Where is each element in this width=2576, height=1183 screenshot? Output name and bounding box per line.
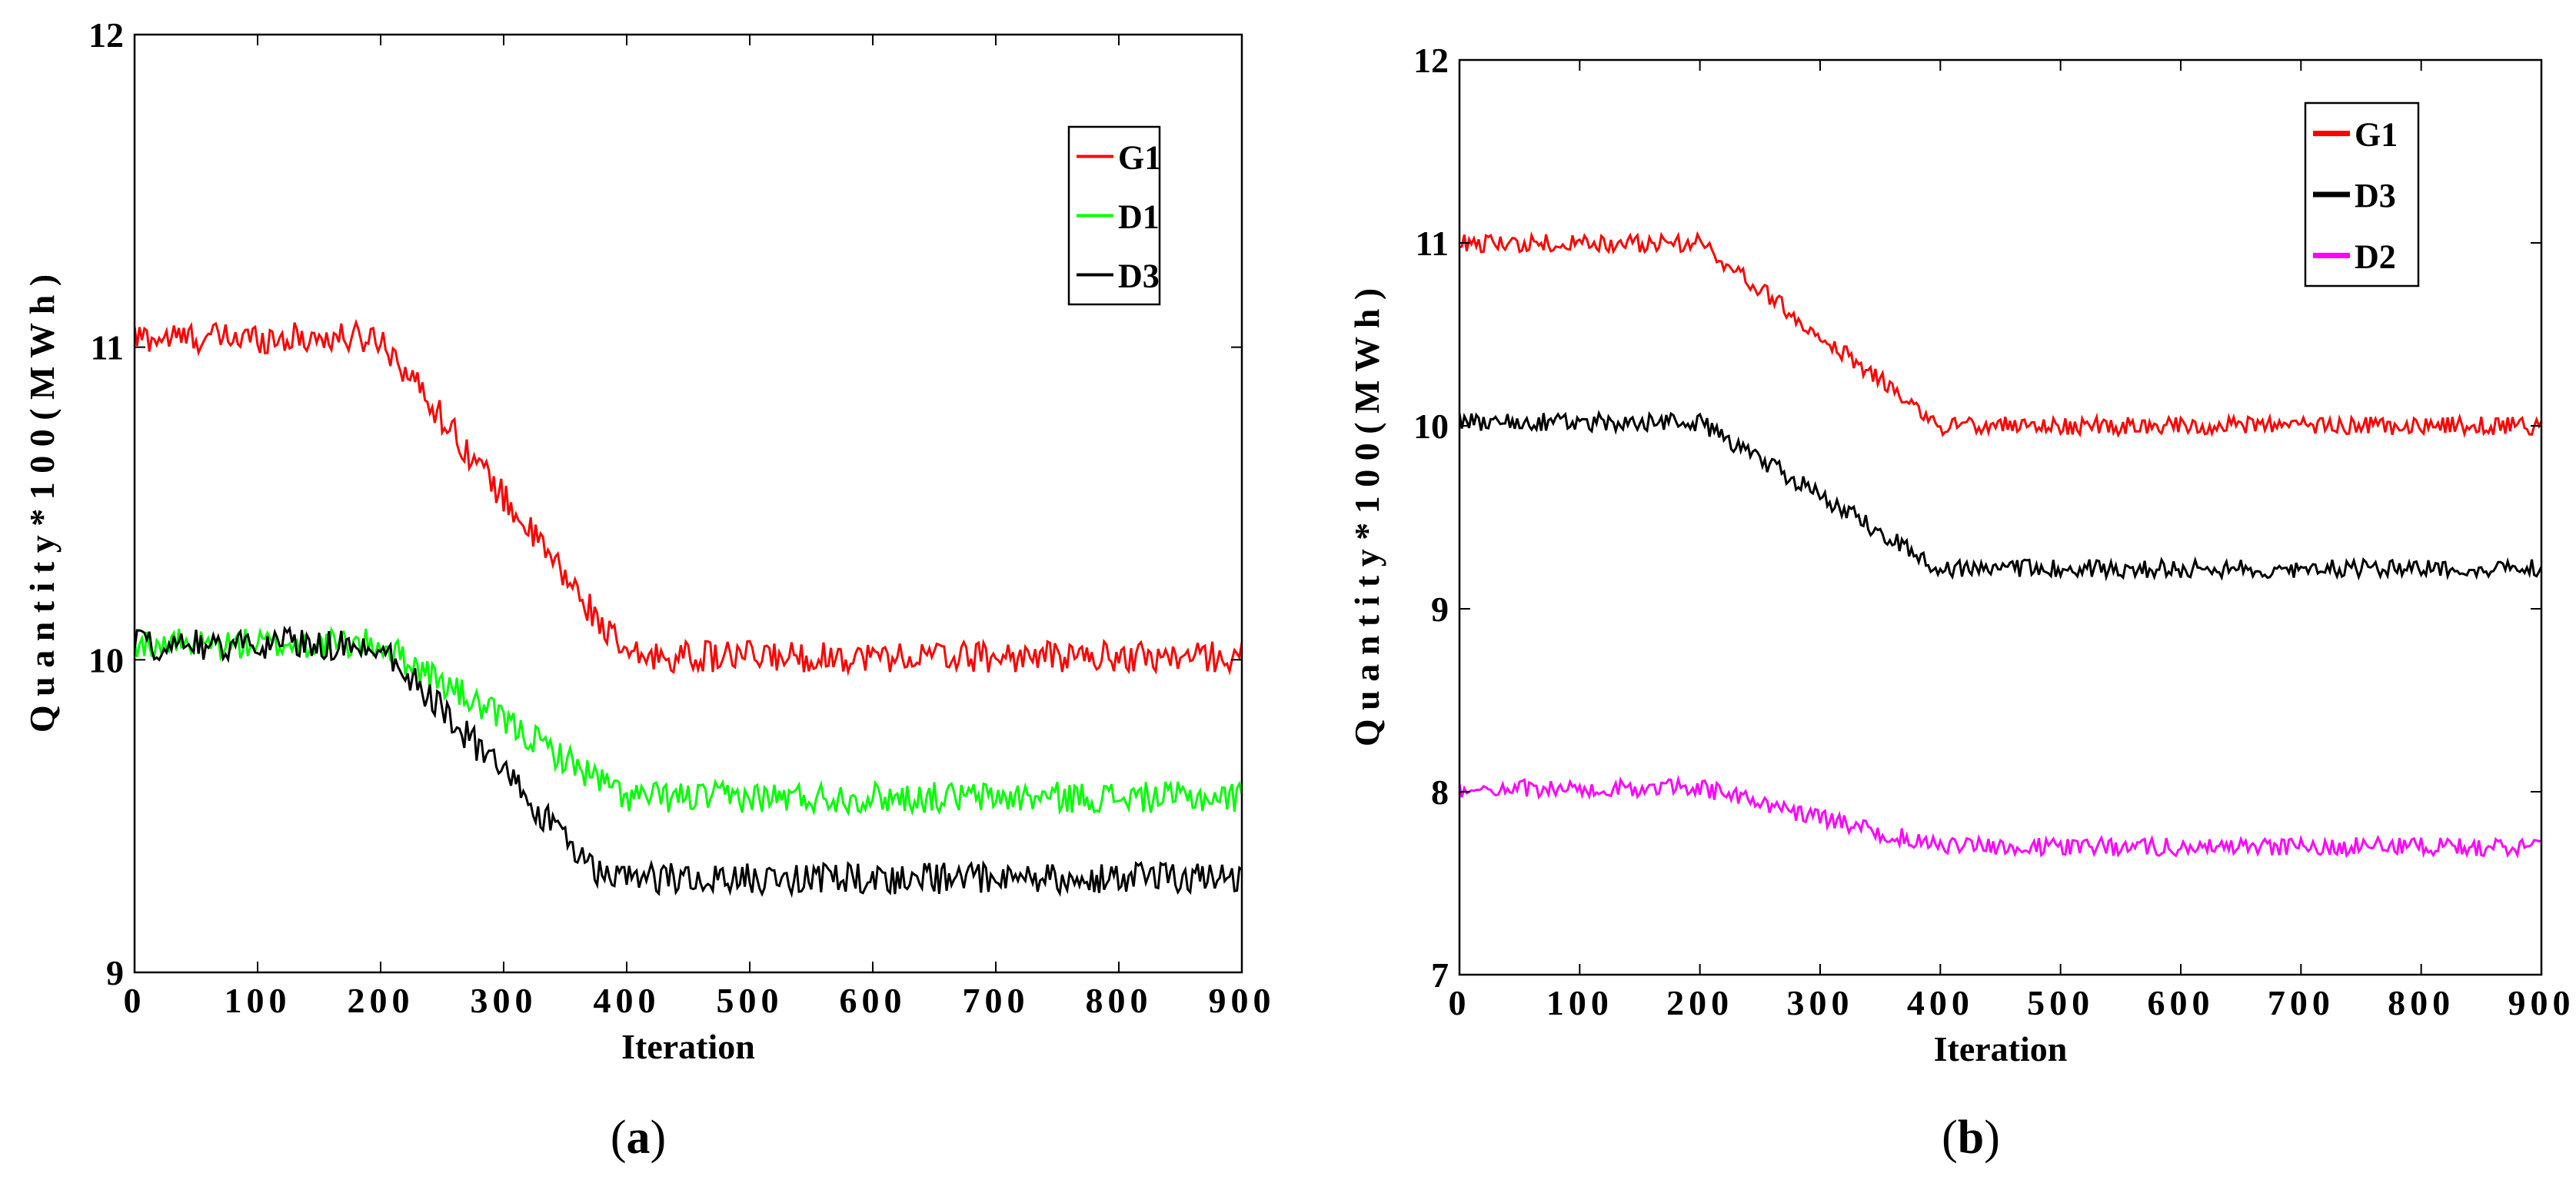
x-tick-label: 800 <box>2388 983 2455 1022</box>
legend-label-g1: G1 <box>1118 139 1161 177</box>
caption-open-paren: ( <box>1942 1112 1958 1164</box>
panel-caption: (a) <box>611 1112 666 1164</box>
x-tick-label: 800 <box>1086 981 1153 1020</box>
x-tick-label: 500 <box>2027 983 2094 1022</box>
x-tick-label: 400 <box>594 981 661 1020</box>
series-line-d1 <box>135 626 1242 817</box>
legend-label-g1: G1 <box>2355 116 2398 154</box>
y-tick-label: 8 <box>1431 773 1449 812</box>
caption-letter: a <box>627 1112 651 1164</box>
caption-close-paren: ) <box>1984 1112 2000 1164</box>
series-line-g1 <box>1459 231 2541 438</box>
x-tick-label: 900 <box>2508 983 2575 1022</box>
series-line-g1 <box>135 318 1242 676</box>
x-tick-label: 200 <box>348 981 414 1020</box>
caption-open-paren: ( <box>611 1112 627 1164</box>
y-axis-label: Q u a n t i t y * 1 0 0 ( M W h ) <box>22 274 62 733</box>
panel-caption: (b) <box>1942 1112 2000 1164</box>
y-tick-label: 12 <box>88 15 124 55</box>
x-tick-label: 600 <box>2148 983 2215 1022</box>
x-axis-label: Iteration <box>621 1027 755 1066</box>
x-tick-label: 100 <box>1546 983 1613 1022</box>
x-tick-label: 600 <box>840 981 907 1020</box>
legend: G1 D1 D3 <box>1067 125 1161 306</box>
chart-panel-b: 0 100 200 300 400 500 600 700 800 900 7 8 9 10 11 12 Ite… <box>1347 41 2575 1164</box>
y-tick-label: 10 <box>88 640 124 680</box>
legend-label-d3: D3 <box>2355 177 2396 214</box>
x-tick-label: 500 <box>717 981 784 1020</box>
y-tick-label: 9 <box>106 953 124 992</box>
x-tick-label: 700 <box>2268 983 2335 1022</box>
y-tick-label: 11 <box>1416 224 1449 263</box>
x-tick-label: 200 <box>1666 983 1733 1022</box>
y-axis-label: Q u a n t i t y * 1 0 0 ( M W h ) <box>1347 288 1386 746</box>
legend-label-d2: D2 <box>2355 238 2396 275</box>
caption-close-paren: ) <box>651 1112 667 1164</box>
caption-letter: b <box>1958 1112 1984 1164</box>
series-line-d3 <box>135 625 1242 899</box>
series-line-d2 <box>1459 774 2541 859</box>
x-tick-label: 700 <box>963 981 1030 1020</box>
x-tick-label: 400 <box>1907 983 1974 1022</box>
chart-panel-a: 0 100 200 300 400 500 600 700 800 900 9 10 11 12 Itera… <box>22 15 1276 1164</box>
y-tick-label: 7 <box>1431 955 1449 995</box>
y-tick-label: 9 <box>1431 590 1449 629</box>
legend-label-d3: D3 <box>1118 258 1160 295</box>
x-tick-label: 300 <box>471 981 537 1020</box>
x-tick-label: 300 <box>1787 983 1854 1022</box>
x-axis-label: Iteration <box>1934 1029 2068 1068</box>
plot-frame <box>1458 58 2543 976</box>
x-tick-label: 100 <box>225 981 291 1020</box>
y-tick-label: 12 <box>1413 41 1449 80</box>
series-line-d3 <box>1459 410 2541 582</box>
y-tick-label: 11 <box>91 328 124 367</box>
x-tick-label: 0 <box>1449 983 1471 1022</box>
y-tick-label: 10 <box>1413 407 1449 446</box>
x-tick-label: 0 <box>124 981 146 1020</box>
x-tick-label: 900 <box>1209 981 1276 1020</box>
legend-label-d1: D1 <box>1118 198 1160 236</box>
plot-frame <box>133 33 1243 974</box>
legend: G1 D3 D2 <box>2304 101 2420 287</box>
